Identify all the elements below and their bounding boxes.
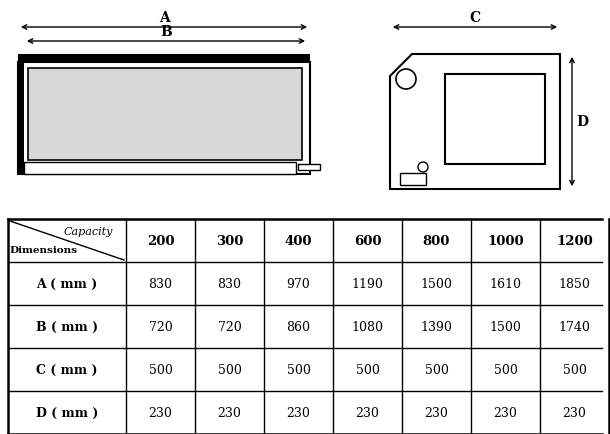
Text: 230: 230 [218, 406, 242, 419]
Text: 1500: 1500 [490, 320, 522, 333]
Text: 1740: 1740 [559, 320, 590, 333]
Text: 230: 230 [356, 406, 379, 419]
Text: 500: 500 [356, 363, 379, 376]
Text: Capacity: Capacity [63, 227, 113, 237]
Text: 230: 230 [149, 406, 173, 419]
Text: 1610: 1610 [489, 277, 522, 290]
Text: 500: 500 [493, 363, 517, 376]
Text: 720: 720 [218, 320, 242, 333]
Bar [18, 63, 24, 174]
Text: Dimensions: Dimensions [9, 246, 77, 255]
Text: 830: 830 [148, 277, 173, 290]
Bar [298, 164, 320, 171]
Circle shape [418, 163, 428, 173]
Circle shape [396, 70, 416, 90]
Text: 800: 800 [423, 234, 450, 247]
Text: B: B [160, 25, 172, 39]
Bar [18, 63, 310, 174]
Text: 1190: 1190 [351, 277, 384, 290]
Text: 230: 230 [287, 406, 310, 419]
Text: 500: 500 [149, 363, 173, 376]
Text: 230: 230 [493, 406, 517, 419]
Text: A: A [159, 11, 170, 25]
Text: 500: 500 [562, 363, 586, 376]
Text: 600: 600 [354, 234, 381, 247]
Text: 300: 300 [216, 234, 243, 247]
Text: 500: 500 [287, 363, 310, 376]
Polygon shape [390, 55, 560, 190]
Text: 830: 830 [218, 277, 242, 290]
Bar [400, 174, 426, 186]
Text: 720: 720 [149, 320, 173, 333]
Text: 230: 230 [425, 406, 448, 419]
Text: B ( mm ): B ( mm ) [36, 320, 98, 333]
Text: 860: 860 [287, 320, 310, 333]
Text: 230: 230 [562, 406, 586, 419]
Text: 1200: 1200 [556, 234, 593, 247]
Text: C ( mm ): C ( mm ) [36, 363, 98, 376]
Text: 1080: 1080 [351, 320, 384, 333]
Bar [24, 163, 296, 174]
Text: 1850: 1850 [559, 277, 590, 290]
Text: 1500: 1500 [420, 277, 453, 290]
Text: 500: 500 [218, 363, 242, 376]
Text: 970: 970 [287, 277, 310, 290]
Bar [28, 69, 302, 161]
Bar [445, 75, 545, 164]
Text: 1000: 1000 [487, 234, 524, 247]
Text: D ( mm ): D ( mm ) [36, 406, 98, 419]
Text: 1390: 1390 [420, 320, 453, 333]
Text: 500: 500 [425, 363, 448, 376]
Text: A ( mm ): A ( mm ) [37, 277, 98, 290]
Text: 400: 400 [285, 234, 312, 247]
Text: D: D [576, 115, 588, 129]
Text: C: C [470, 11, 481, 25]
Bar [18, 55, 310, 63]
Text: 200: 200 [147, 234, 174, 247]
